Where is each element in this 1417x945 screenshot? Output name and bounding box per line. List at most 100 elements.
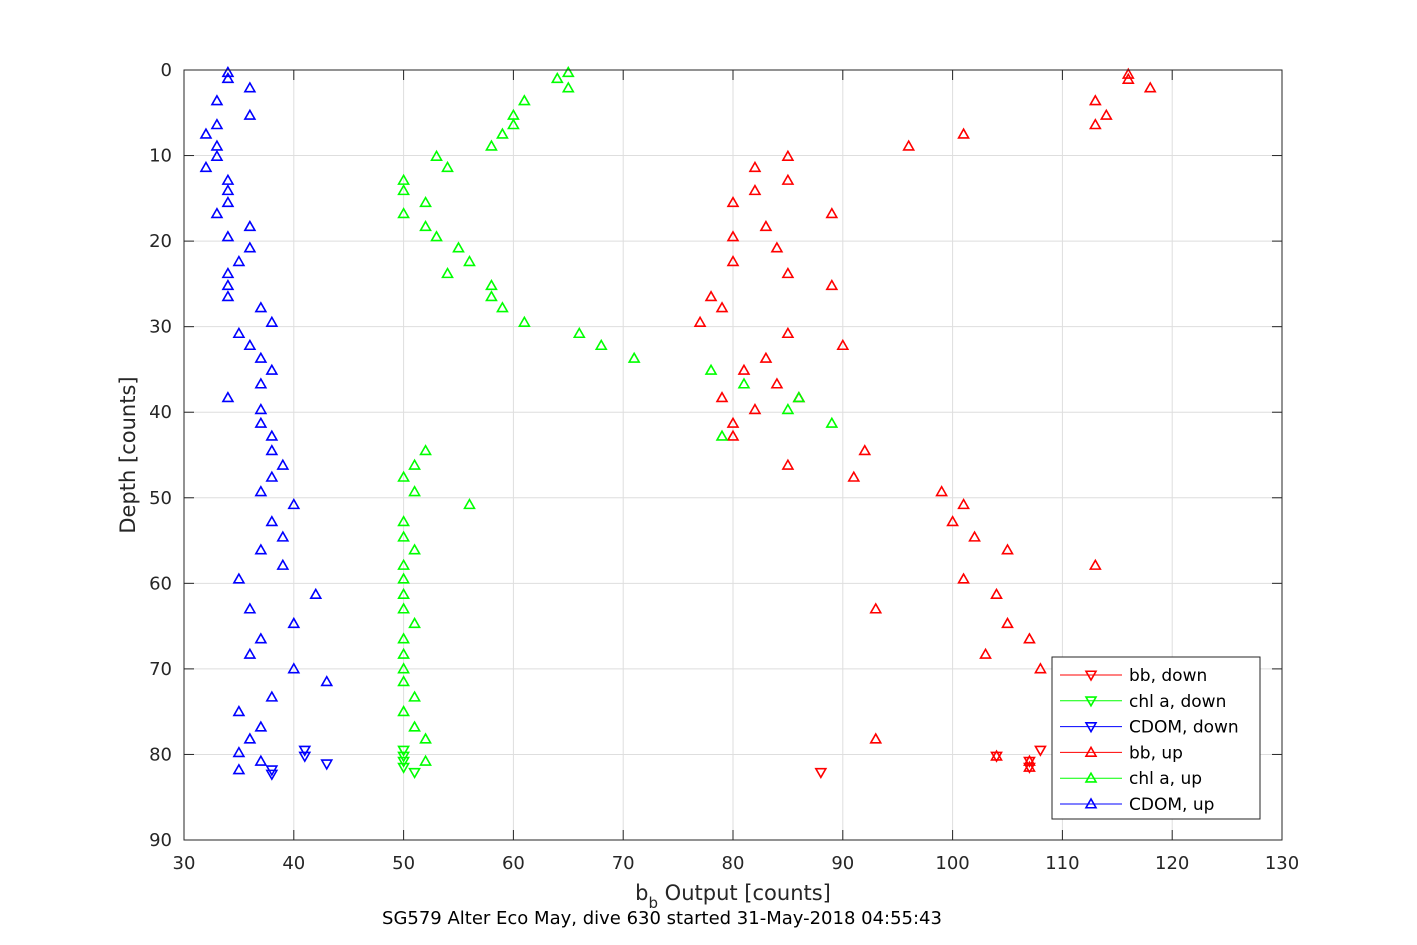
data-point <box>726 195 740 208</box>
series-chl-a-down <box>397 745 421 780</box>
data-point <box>210 118 224 130</box>
data-point <box>781 173 795 185</box>
legend-label: CDOM, down <box>1129 718 1239 738</box>
data-point <box>561 65 575 78</box>
data-point <box>825 278 839 291</box>
data-point <box>221 230 235 242</box>
data-point <box>561 81 575 93</box>
data-point <box>243 219 257 232</box>
series-bb-down <box>814 745 1047 780</box>
legend-marker <box>1084 722 1098 734</box>
data-point <box>397 745 410 757</box>
data-point <box>836 338 850 351</box>
x-tick-label: 30 <box>173 853 196 874</box>
data-point <box>265 315 279 327</box>
legend-item: CDOM, down <box>1060 718 1239 738</box>
data-point <box>726 255 740 267</box>
data-point <box>781 458 795 470</box>
data-point <box>990 587 1003 600</box>
data-point <box>397 184 410 196</box>
data-point <box>902 139 916 151</box>
data-point <box>518 315 531 327</box>
data-point <box>627 351 641 363</box>
x-tick-label: 90 <box>831 853 854 874</box>
data-point <box>232 746 246 758</box>
data-point <box>287 662 301 674</box>
data-point <box>550 71 564 84</box>
y-tick-label: 50 <box>149 488 172 509</box>
data-point <box>759 351 773 363</box>
data-point <box>1001 543 1014 555</box>
data-point <box>397 602 410 614</box>
x-tick-label: 80 <box>722 853 745 874</box>
data-point <box>946 515 959 527</box>
data-point <box>430 230 443 242</box>
data-point <box>210 207 224 219</box>
data-point <box>221 195 235 208</box>
data-point <box>770 377 784 389</box>
data-point <box>309 587 323 600</box>
data-point <box>430 149 443 161</box>
data-point <box>715 301 729 313</box>
chart-title: SG579 Alter Eco May, dive 630 started 31… <box>382 908 942 929</box>
data-point <box>748 184 762 196</box>
data-point <box>847 470 861 482</box>
data-point <box>496 127 509 139</box>
data-point <box>1034 745 1047 757</box>
data-point <box>243 108 257 120</box>
data-point <box>254 632 268 644</box>
data-point <box>594 338 608 351</box>
data-point <box>572 326 586 339</box>
x-tick-label: 60 <box>502 853 525 874</box>
legend: bb, down chl a, down CDOM, down bb, up chl a… <box>1051 656 1261 820</box>
data-point <box>298 751 312 763</box>
data-point <box>781 149 795 161</box>
data-point <box>254 301 268 313</box>
data-point <box>979 647 992 659</box>
data-point <box>1121 67 1135 79</box>
data-point <box>441 160 454 173</box>
series-cdom-up <box>199 65 334 775</box>
legend-item: bb, up <box>1060 743 1183 763</box>
data-point <box>408 720 421 732</box>
legend-item: chl a, up <box>1060 769 1202 789</box>
y-tick-label: 70 <box>149 659 172 680</box>
series-cdom-down <box>265 745 334 781</box>
data-point <box>935 485 948 497</box>
data-point <box>726 230 740 242</box>
y-tick-label: 40 <box>149 402 172 423</box>
x-tick-label: 70 <box>612 853 635 874</box>
data-point <box>496 301 509 313</box>
data-point <box>957 572 970 584</box>
data-point <box>737 377 751 389</box>
data-point <box>1121 72 1135 84</box>
x-tick-label: 100 <box>935 853 969 874</box>
data-point <box>1023 756 1036 768</box>
y-tick-label: 30 <box>149 317 172 338</box>
data-point <box>408 485 421 497</box>
y-axis: 0 10 20 30 40 50 60 70 80 90 <box>149 60 1282 851</box>
data-point <box>265 690 279 702</box>
data-point <box>397 587 410 600</box>
data-point <box>397 705 410 717</box>
data-point <box>243 647 257 659</box>
data-point <box>704 363 718 375</box>
data-point <box>518 94 531 106</box>
data-point <box>221 267 235 279</box>
data-point <box>199 127 213 139</box>
y-tick-label: 60 <box>149 573 172 594</box>
x-tick-label: 110 <box>1045 853 1079 874</box>
data-point <box>715 391 729 403</box>
data-point <box>254 543 268 555</box>
data-point <box>254 416 268 428</box>
data-point <box>869 732 883 744</box>
x-axis-label-subscript: b <box>648 894 658 912</box>
data-point <box>737 363 751 375</box>
data-point <box>858 444 872 456</box>
data-point <box>265 515 279 527</box>
data-point <box>770 241 784 253</box>
x-tick-label: 50 <box>392 853 415 874</box>
data-point <box>397 530 410 542</box>
data-point <box>408 543 421 555</box>
y-tick-label: 80 <box>149 744 172 765</box>
